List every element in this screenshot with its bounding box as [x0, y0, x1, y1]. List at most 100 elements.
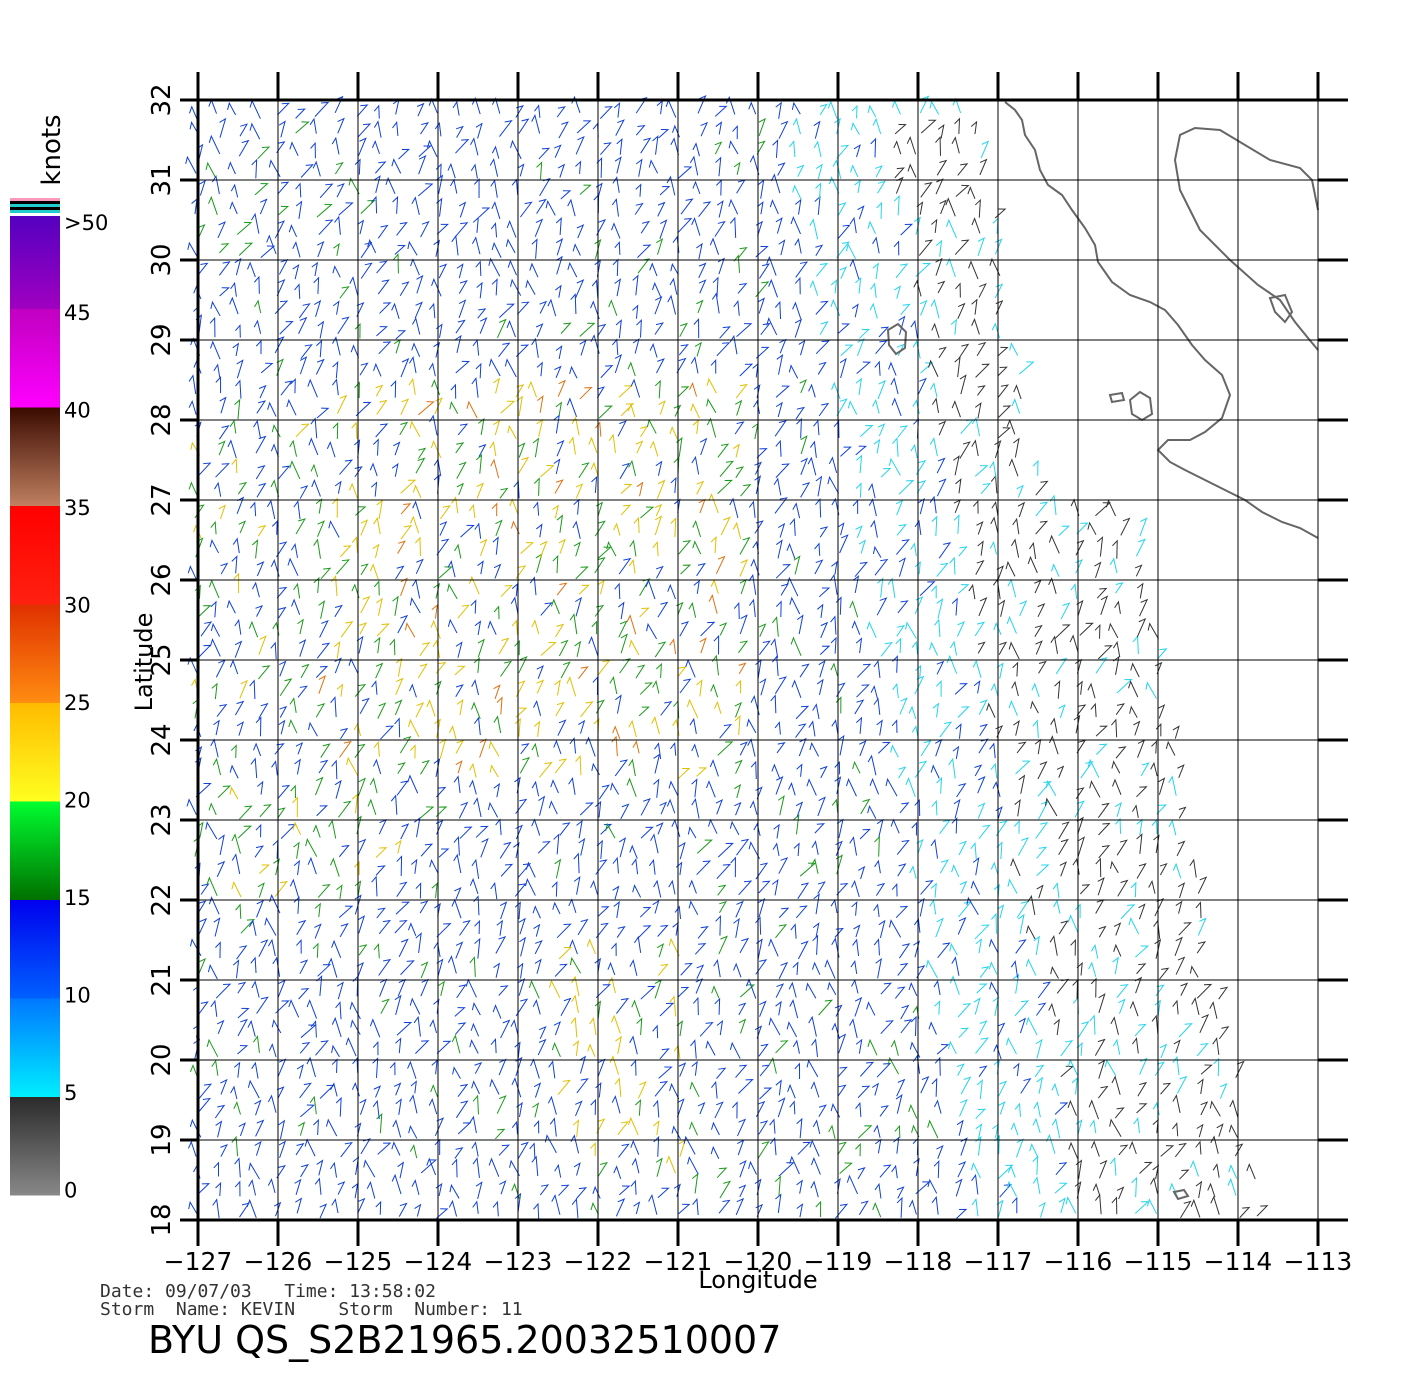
wind-barb	[530, 1058, 540, 1079]
wind-barb	[627, 403, 636, 418]
wind-barb	[660, 701, 673, 716]
wind-barb	[400, 823, 410, 840]
wind-barb	[415, 882, 422, 899]
wind-barb	[331, 939, 342, 958]
wind-barb	[597, 546, 612, 560]
wind-barb	[373, 580, 380, 596]
colorbar-cap-stripe	[10, 201, 60, 204]
wind-barb	[1135, 538, 1146, 557]
wind-barb	[349, 276, 359, 296]
wind-barb	[472, 1157, 480, 1178]
wind-barb	[480, 837, 489, 858]
wind-barb	[816, 262, 829, 277]
wind-barb	[638, 706, 650, 717]
wind-barb	[473, 797, 482, 818]
wind-barb	[289, 697, 297, 713]
wind-barb	[290, 784, 297, 799]
wind-barb	[553, 1021, 562, 1036]
wind-barb	[394, 920, 408, 934]
wind-barb	[755, 786, 763, 800]
wind-barb	[267, 1178, 276, 1193]
wind-barb	[717, 479, 733, 495]
wind-barb	[515, 344, 530, 357]
wind-barb	[759, 640, 771, 655]
wind-barb	[995, 300, 1004, 315]
wind-barb	[979, 158, 988, 176]
wind-barb	[680, 198, 694, 215]
wind-barb	[330, 1161, 338, 1178]
wind-barb	[533, 720, 541, 737]
wind-barb	[319, 1203, 328, 1219]
wind-barb	[911, 640, 918, 655]
wind-barb	[534, 940, 543, 955]
lat-tick-label: 20	[147, 1043, 177, 1076]
wind-barb	[1027, 894, 1036, 916]
wind-barb	[520, 743, 530, 755]
wind-barb	[757, 201, 764, 215]
wind-barb	[455, 941, 464, 959]
wind-barb	[371, 680, 378, 695]
wind-barb	[534, 958, 542, 974]
wind-barb	[372, 1057, 379, 1078]
wind-barb	[251, 581, 260, 598]
wind-barb	[815, 340, 830, 355]
wind-barb	[755, 245, 769, 258]
wind-barb	[268, 159, 281, 178]
wind-barb	[973, 680, 981, 694]
wind-barb	[418, 447, 427, 459]
wind-barb	[555, 216, 562, 235]
wind-barb	[966, 896, 979, 915]
wind-barb	[1065, 1196, 1077, 1214]
wind-barb	[569, 939, 578, 955]
wind-barb	[1146, 1198, 1158, 1215]
wind-barb	[789, 596, 801, 615]
wind-barb	[517, 1141, 529, 1159]
wind-barb	[908, 981, 918, 997]
wind-barb	[920, 740, 932, 757]
wind-barb	[645, 579, 656, 600]
wind-barb	[756, 448, 768, 459]
wind-barb	[236, 945, 248, 960]
colorbar-bin	[10, 407, 60, 506]
wind-barb	[636, 1017, 643, 1036]
wind-barb	[632, 274, 639, 296]
wind-barb	[689, 1121, 698, 1136]
wind-barb	[612, 725, 621, 739]
wind-barb	[891, 1164, 898, 1179]
wind-barb	[771, 763, 781, 779]
wind-barb	[957, 706, 970, 718]
wind-barb	[1098, 1085, 1109, 1099]
wind-barb	[550, 598, 560, 615]
wind-barb	[634, 202, 644, 215]
wind-barb	[572, 243, 581, 256]
wind-barb	[688, 601, 697, 618]
wind-barb	[496, 318, 507, 339]
wind-barb	[255, 716, 262, 737]
wind-barb	[335, 1096, 342, 1117]
wind-barb	[434, 902, 441, 917]
wind-barb	[400, 357, 410, 378]
wind-barb	[573, 852, 580, 874]
wind-barb	[932, 702, 940, 718]
wind-barb	[595, 501, 604, 516]
wind-barb	[558, 1184, 570, 1196]
wind-barb	[351, 1182, 359, 1199]
wind-barb	[1090, 977, 1097, 998]
wind-barb	[850, 121, 860, 135]
wind-barb	[457, 1122, 472, 1135]
island-4	[1268, 293, 1294, 324]
wind-barb	[689, 717, 697, 734]
wind-barb	[1219, 1082, 1228, 1099]
wind-barb	[857, 1085, 871, 1099]
wind-barb	[977, 641, 986, 654]
wind-barb	[954, 683, 968, 695]
wind-barb	[996, 662, 1004, 679]
wind-barb	[768, 938, 779, 957]
wind-barb	[851, 303, 859, 318]
wind-barb	[458, 280, 468, 294]
wind-barb	[188, 399, 197, 415]
wind-barb	[274, 220, 286, 239]
wind-barb	[1079, 622, 1094, 636]
wind-barb	[506, 319, 516, 338]
wind-barb	[436, 538, 450, 556]
